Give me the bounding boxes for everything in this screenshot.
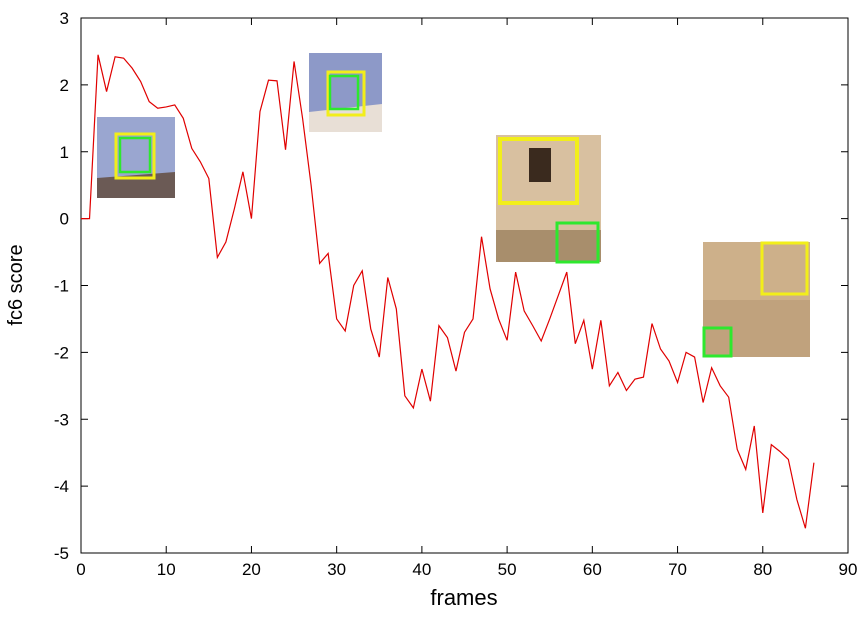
x-tick-label: 90: [839, 560, 858, 579]
x-tick-label: 30: [327, 560, 346, 579]
x-tick-label: 0: [76, 560, 85, 579]
x-tick-label: 60: [583, 560, 602, 579]
y-tick-label: 2: [60, 76, 69, 95]
x-tick-label: 50: [498, 560, 517, 579]
y-axis-label: fc6 score: [5, 244, 27, 325]
y-tick-label: 0: [60, 210, 69, 229]
x-tick-label: 20: [242, 560, 261, 579]
inset-images: [97, 53, 810, 357]
x-tick-label: 40: [412, 560, 431, 579]
inset-image: [496, 135, 601, 262]
y-tick-label: 1: [60, 143, 69, 162]
x-axis-label: frames: [430, 585, 497, 610]
chart: frames fc6 score 0102030405060708090-5-4…: [0, 0, 863, 615]
y-tick-label: -3: [54, 410, 69, 429]
y-tick-label: -4: [54, 477, 69, 496]
y-tick-label: -2: [54, 343, 69, 362]
y-tick-label: 3: [60, 9, 69, 28]
x-tick-label: 80: [753, 560, 772, 579]
x-tick-label: 70: [668, 560, 687, 579]
x-tick-label: 10: [157, 560, 176, 579]
inset-image: [703, 242, 810, 357]
inset-image: [97, 117, 175, 198]
inset-image: [309, 53, 382, 132]
y-tick-label: -5: [54, 544, 69, 563]
y-tick-label: -1: [54, 277, 69, 296]
